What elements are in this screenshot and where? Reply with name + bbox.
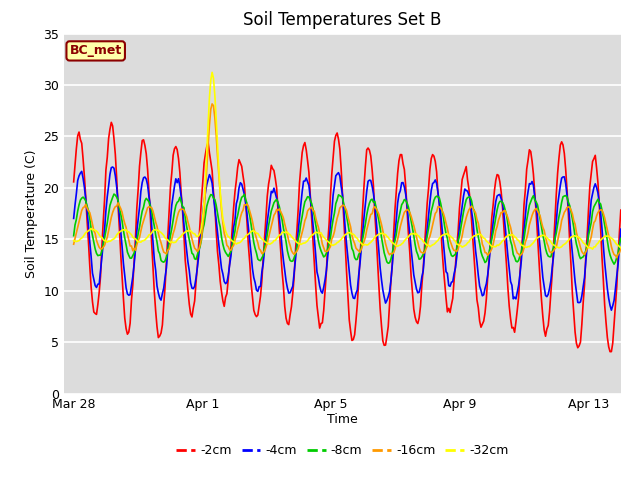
Legend: -2cm, -4cm, -8cm, -16cm, -32cm: -2cm, -4cm, -8cm, -16cm, -32cm [172, 440, 513, 462]
Text: BC_met: BC_met [70, 44, 122, 58]
Title: Soil Temperatures Set B: Soil Temperatures Set B [243, 11, 442, 29]
Y-axis label: Soil Temperature (C): Soil Temperature (C) [25, 149, 38, 278]
X-axis label: Time: Time [327, 413, 358, 426]
